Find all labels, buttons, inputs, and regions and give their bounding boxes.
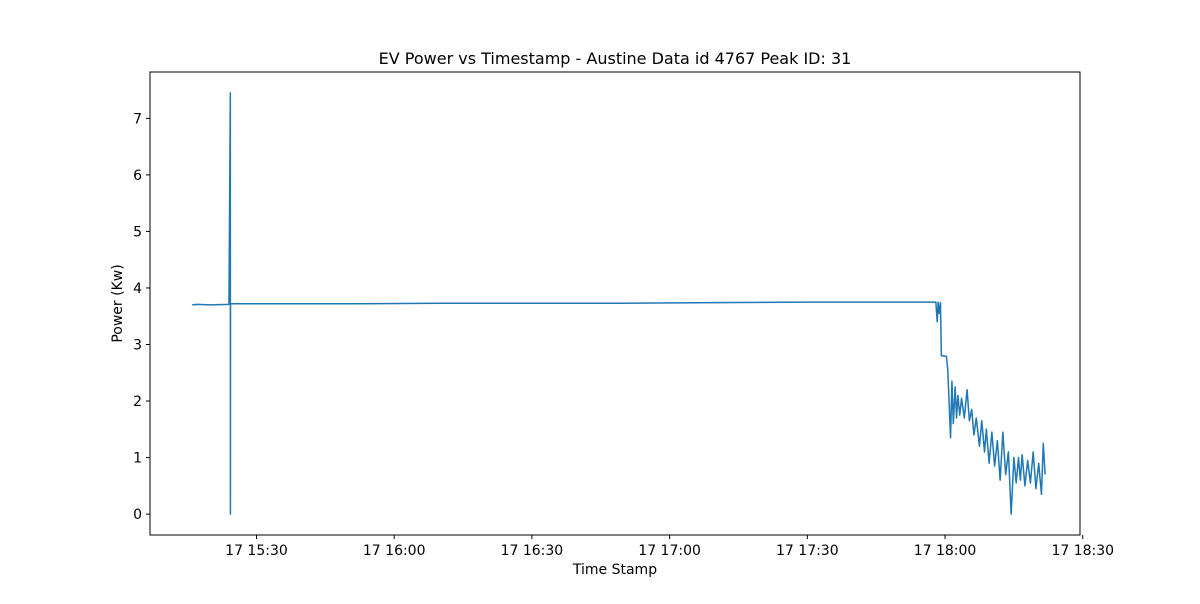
x-tick-label: 17 18:30 xyxy=(1051,543,1114,559)
y-axis-ticks: 0 1 2 3 4 5 6 7 xyxy=(133,111,150,523)
y-tick-label: 3 xyxy=(133,337,142,353)
y-tick-label: 4 xyxy=(133,281,142,297)
chart-title: EV Power vs Timestamp - Austine Data id … xyxy=(379,49,852,68)
plot-area-frame xyxy=(149,71,1081,536)
x-tick-label: 17 16:30 xyxy=(501,543,564,559)
y-tick-label: 6 xyxy=(133,168,142,184)
x-axis-label: Time Stamp xyxy=(572,562,657,578)
x-tick-label: 17 16:00 xyxy=(363,543,426,559)
y-tick-label: 7 xyxy=(133,111,142,127)
x-tick-label: 17 17:00 xyxy=(638,543,701,559)
x-tick-label: 17 17:30 xyxy=(776,543,839,559)
series-line-1 xyxy=(192,92,1046,515)
y-tick-label: 2 xyxy=(133,394,142,410)
x-axis-ticks: 17 15:30 17 16:00 17 16:30 17 17:00 17 17:30… xyxy=(225,535,1114,559)
y-tick-label: 1 xyxy=(133,451,142,467)
y-tick-label: 0 xyxy=(133,507,142,523)
x-tick-label: 17 18:00 xyxy=(914,543,977,559)
y-axis-label: Power (Kw) xyxy=(110,264,126,342)
y-tick-label: 5 xyxy=(133,224,142,240)
x-tick-label: 17 15:30 xyxy=(225,543,288,559)
series-layer xyxy=(192,92,1046,515)
